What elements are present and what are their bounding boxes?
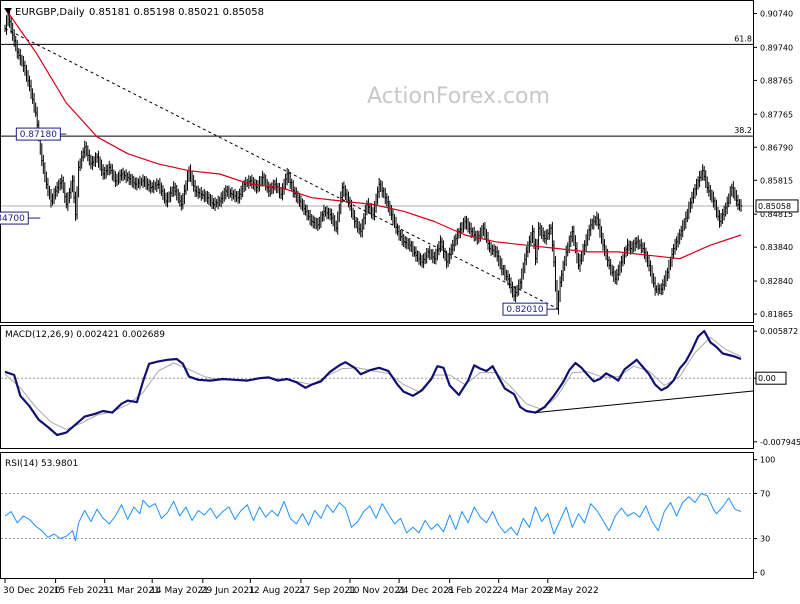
price-annotation-label: 0.87180 [20,130,57,140]
current-price-label: 0.85058 [758,202,791,211]
x-axis-label: 9 May 2022 [546,586,599,596]
x-axis-label: 8 Feb 2022 [448,586,498,596]
price-axis-label: 0.81865 [760,310,793,319]
macd-label: MACD(12,26,9) 0.002421 0.002689 [5,330,165,340]
x-axis-label: 24 Mar 2022 [497,586,554,596]
rsi-axis-label: 100 [760,456,775,465]
x-axis-label: 15 Feb 2021 [54,586,110,596]
price-axis-label: 0.88765 [760,76,793,85]
macd-current-label: 0.00 [758,374,776,383]
rsi-pane-frame [0,452,754,579]
macd-axis-label: 0.005872 [760,327,798,336]
macd-pane-frame [0,325,754,449]
price-axis-label: 0.89740 [760,43,793,52]
price-axis-label: 0.86790 [760,143,793,152]
rsi-axis-label: 0 [760,568,765,577]
trendline-dashed [4,27,559,310]
x-axis-label: 30 Dec 2020 [3,586,61,596]
sma-line [4,7,742,260]
watermark: ActionForex.com [367,84,550,109]
rsi-axis-label: 30 [760,535,770,544]
macd-axis-label: -0.007945 [760,438,800,447]
macd-line [4,329,742,437]
price-axis-label: 0.82840 [760,277,793,286]
price-axis-label: 0.83840 [760,243,793,252]
rsi-label: RSI(14) 53.9801 [5,459,78,469]
symbol-label: EURGBP,Daily [15,7,85,18]
rsi-line [4,493,742,542]
x-axis-label: 31 Mar 2021 [103,586,160,596]
price-bars [4,8,743,315]
x-axis-label: 10 Nov 2021 [348,586,406,596]
ohlc-values: 0.85181 0.85198 0.85021 0.85058 [89,7,264,18]
x-axis-label: 14 May 2021 [150,586,209,596]
price-annotation-label: 0.82010 [506,305,543,315]
price-axis-label: 0.90740 [760,10,793,19]
x-axis-label: 29 Jun 2021 [201,586,255,596]
macd-signal-line [4,336,742,430]
rsi-pane: 100 70 30 0 [1,456,775,577]
current-price-tag [755,199,799,213]
macd-trendline [535,390,754,414]
price-pane: 0.90740 0.89740 0.88765 0.87765 0.86790 0.858… [0,7,799,319]
macd-current-tag [755,371,787,385]
x-axis-label: 12 Aug 2021 [248,586,306,596]
x-axis-label: 27 Sep 2021 [299,586,356,596]
dropdown-triangle-icon[interactable] [4,8,12,14]
price-axis-label: 0.85815 [760,176,793,185]
rsi-axis-label: 70 [760,489,770,498]
price-axis-label: 0.87765 [760,110,793,119]
price-pane-frame [0,0,754,323]
price-annotation-label: 0.84700 [0,214,25,224]
fib-level-label: 61.8 [734,34,752,43]
price-axis-label: 0.84815 [760,210,793,219]
fib-level-label: 38.2 [734,126,752,135]
x-axis-label: 24 Dec 2021 [397,586,455,596]
